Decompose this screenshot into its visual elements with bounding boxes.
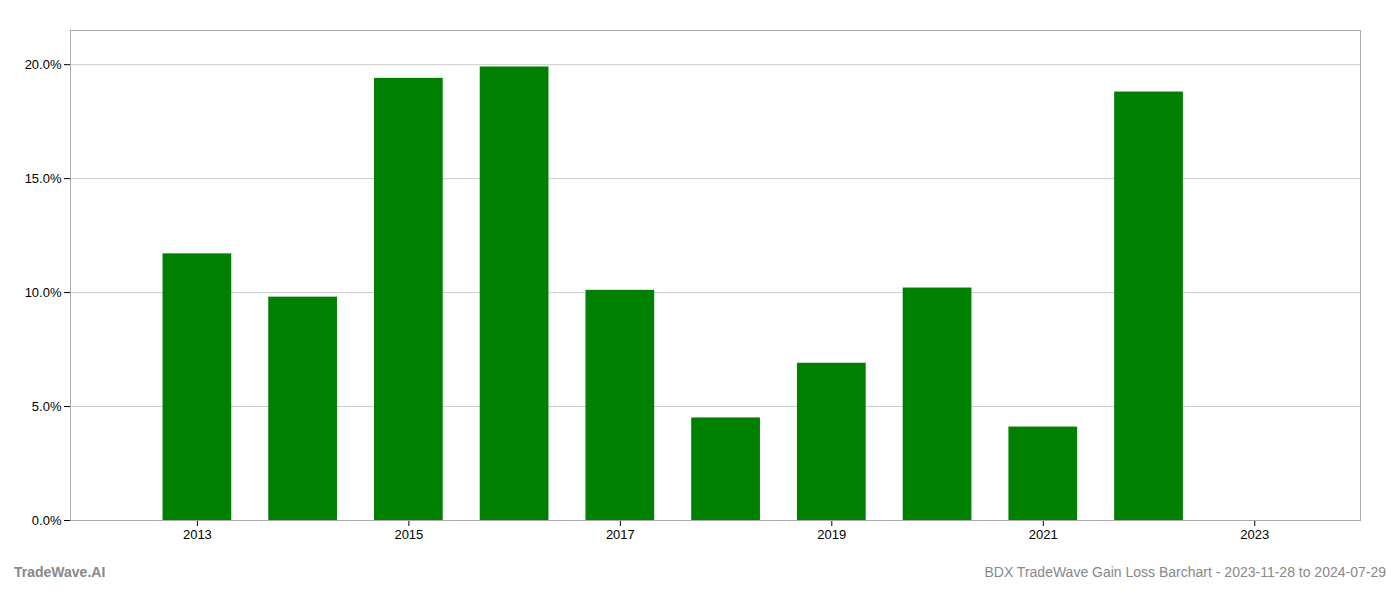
svg-text:5.0%: 5.0% — [32, 399, 62, 414]
html-text:BDX TradeWave Gain Loss Barcha: BDX TradeWave Gain Loss Barchart - 2023-… — [984, 564, 1386, 580]
svg-text:2023: 2023 — [1240, 527, 1269, 542]
svg-text:0.0%: 0.0% — [32, 513, 62, 528]
svg-text:15.0%: 15.0% — [25, 171, 62, 186]
svg-text:2017: 2017 — [606, 527, 635, 542]
svg-text:10.0%: 10.0% — [25, 285, 62, 300]
svg-text:20.0%: 20.0% — [25, 57, 62, 72]
svg-text:2015: 2015 — [394, 527, 423, 542]
svg-text:2013: 2013 — [183, 527, 212, 542]
svg-text:2021: 2021 — [1029, 527, 1058, 542]
html-text:TradeWave.AI: TradeWave.AI — [14, 564, 106, 580]
svg-text:2019: 2019 — [817, 527, 846, 542]
